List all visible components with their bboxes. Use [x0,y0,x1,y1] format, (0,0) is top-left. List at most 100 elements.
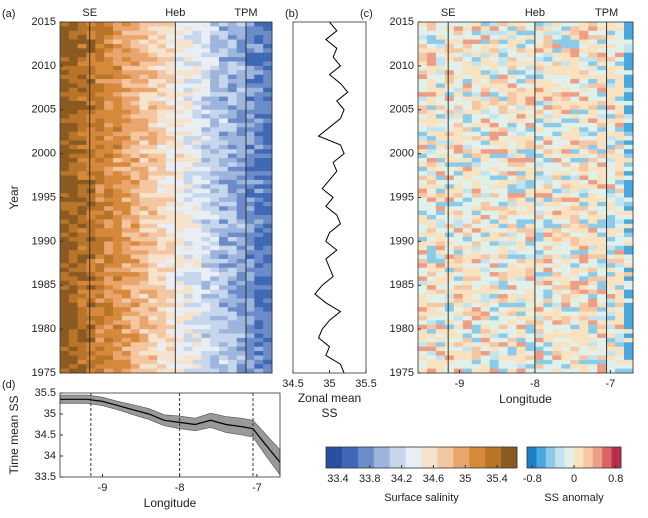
contour-fill [86,193,96,198]
contour-fill [183,219,193,225]
contour-fill [166,57,176,62]
contour-fill [263,254,273,260]
contour-fill [552,355,562,361]
contour-fill [534,65,544,71]
contour-fill [516,329,526,335]
contour-fill [245,206,255,212]
contour-fill [210,74,220,80]
contour-fill [113,324,123,330]
contour-fill [183,149,193,155]
contour-fill [435,26,446,32]
confidence-band [59,394,281,476]
contour-fill [471,65,482,71]
contour-fill [113,329,123,335]
contour-fill [157,35,167,41]
contour-fill [444,153,455,159]
contour-fill [236,74,246,80]
contour-fill [139,355,149,361]
contour-fill [60,355,70,361]
contour-fill [86,263,96,269]
contour-fill [183,179,193,185]
contour-fill [77,236,87,242]
contour-fill [489,236,500,242]
contour-fill [254,105,264,111]
contour-fill [174,254,185,260]
contour-fill [480,61,491,67]
contour-fill [516,250,526,256]
contour-fill [597,236,607,242]
contour-fill [104,43,114,49]
y-tick-label: 1980 [390,323,414,335]
contour-fill [113,197,123,203]
contour-fill [210,184,220,190]
contour-fill [157,232,167,238]
contour-fill [552,57,562,62]
contour-fill [86,272,96,277]
contour-fill [95,100,105,106]
contour-fill [95,210,105,216]
contour-fill [516,285,526,291]
contour-fill [95,193,105,198]
contour-fill [453,272,464,277]
contour-fill [166,79,176,84]
contour-fill [245,368,255,374]
contour-fill [95,206,105,212]
contour-fill [77,232,87,238]
contour-fill [525,109,535,115]
contour-fill [254,254,264,260]
contour-fill [113,294,123,299]
contour-fill [60,171,70,177]
contour-fill [104,232,114,238]
contour-fill [561,359,571,365]
contour-fill [157,193,167,198]
contour-fill [113,272,123,277]
contour-fill [130,109,140,115]
contour-fill [139,351,149,356]
x-axis-label: SS [321,406,337,420]
contour-fill [507,184,518,190]
contour-fill [489,311,500,317]
y-tick-label: 2015 [390,16,414,28]
contour-fill [489,57,500,62]
contour-fill [462,337,473,343]
contour-fill [86,52,96,58]
contour-fill [507,57,518,62]
contour-fill [95,153,105,159]
contour-fill [77,39,87,45]
contour-fill [219,289,229,295]
contour-fill [113,22,123,27]
contour-fill [236,232,246,238]
contour-fill [435,201,446,207]
contour-fill [139,61,149,67]
contour-fill [68,346,79,352]
contour-fill [606,302,616,308]
contour-fill [624,74,634,80]
contour-fill [113,144,123,150]
contour-fill [543,276,553,282]
contour-fill [245,223,255,229]
contour-fill [444,30,455,36]
contour-fill [498,258,509,264]
contour-fill [534,351,544,356]
contour-fill [570,48,580,54]
contour-fill [552,280,562,286]
contour-fill [77,122,87,128]
contour-fill [95,83,105,89]
contour-fill [597,140,607,146]
contour-fill [113,368,123,374]
contour-fill [498,39,509,45]
contour-fill [543,206,553,212]
contour-fill [588,127,598,133]
contour-fill [166,206,176,212]
contour-fill [245,118,255,124]
contour-fill [113,219,123,225]
contour-fill [444,337,455,343]
contour-fill [498,302,509,308]
contour-fill [588,219,598,225]
contour-fill [210,43,220,49]
contour-fill [606,158,616,163]
contour-fill [219,254,229,260]
contour-fill [121,158,132,163]
contour-fill [201,162,211,168]
contour-fill [130,280,140,286]
